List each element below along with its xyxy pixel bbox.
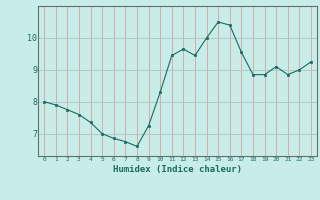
X-axis label: Humidex (Indice chaleur): Humidex (Indice chaleur) xyxy=(113,165,242,174)
